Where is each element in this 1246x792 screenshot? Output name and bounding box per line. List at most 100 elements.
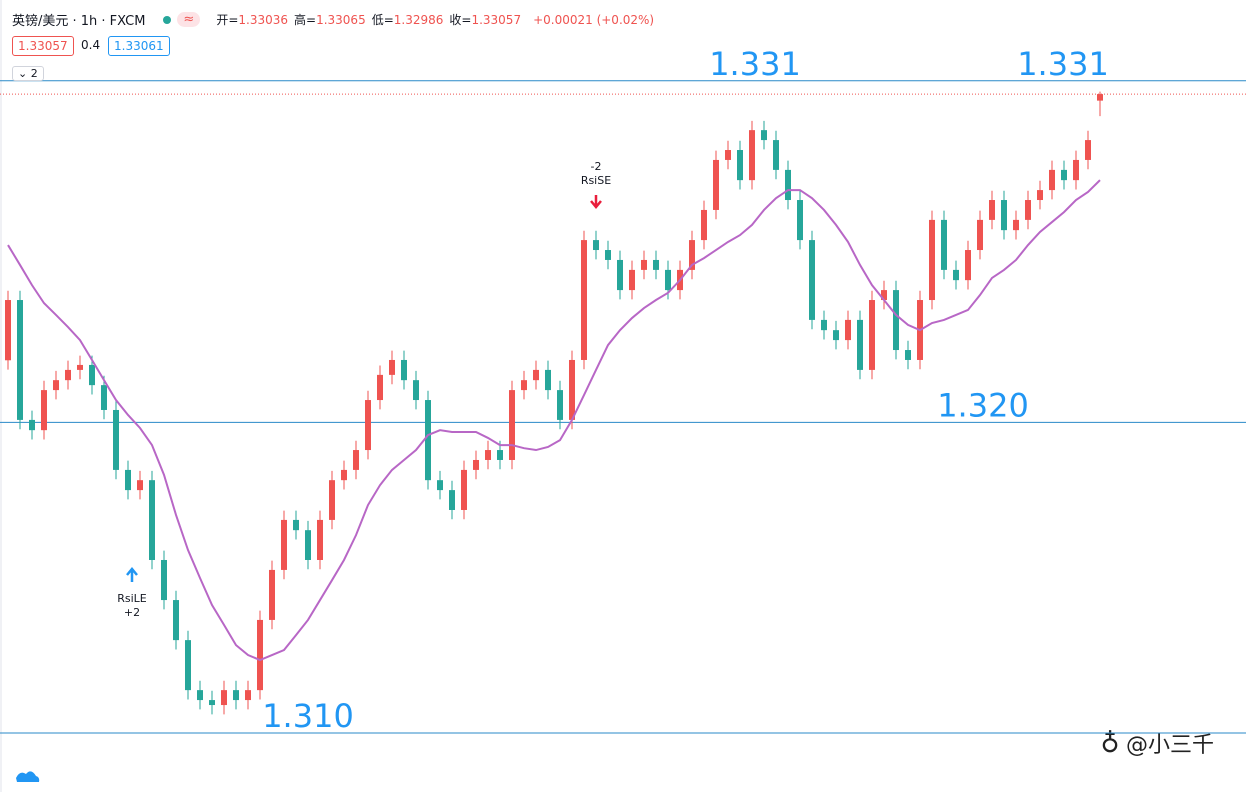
candle-body <box>425 400 431 481</box>
candle-body <box>1049 169 1055 191</box>
signal-qty: -2 <box>591 160 602 173</box>
candle-body <box>953 269 959 281</box>
candle-body <box>209 700 215 706</box>
candle-body <box>845 319 851 341</box>
candle-body <box>965 250 971 281</box>
watermark-icon: ♁ <box>1100 729 1119 759</box>
candle-body <box>437 480 443 491</box>
buy-arrow <box>126 567 138 582</box>
candle-body <box>1085 140 1091 160</box>
ohlc: 开=1.33036 高=1.33065 低=1.32986 收=1.33057 <box>216 11 527 28</box>
header: 英镑/美元 · 1h · FXCM ≈ 开=1.33036 高=1.33065 低=… <box>12 10 654 29</box>
level-label: 1.320 <box>937 386 1029 424</box>
candle-body <box>125 469 131 491</box>
candle-body <box>713 159 719 210</box>
candle-body <box>1001 200 1007 231</box>
candle-body <box>989 200 995 220</box>
candle-body <box>653 259 659 270</box>
candle-body <box>461 469 467 510</box>
candle-body <box>101 385 107 410</box>
candle-body <box>221 690 227 706</box>
candle-body <box>665 269 671 291</box>
candle-body <box>605 250 611 260</box>
candle-body <box>197 690 203 701</box>
candle-body <box>185 640 191 691</box>
candle-body <box>629 269 635 291</box>
ohlc-key: 开= <box>216 13 239 27</box>
candle-body <box>497 450 503 460</box>
status-dot <box>163 15 172 24</box>
candle-body <box>449 490 455 510</box>
candle-body <box>377 374 383 401</box>
logo <box>16 771 40 782</box>
signal-label: RsiSE <box>581 174 611 187</box>
candle-body <box>809 240 815 320</box>
candle-body <box>545 369 551 391</box>
ask-box[interactable]: 1.33061 <box>108 36 170 56</box>
candle-body <box>173 600 179 641</box>
candle-body <box>749 130 755 181</box>
change: +0.00021 (+0.02%) <box>533 12 655 27</box>
candle-body <box>77 364 83 370</box>
candle-body <box>593 240 599 251</box>
candle-body <box>641 259 647 270</box>
spread: 0.4 <box>81 38 101 52</box>
candle-body <box>293 519 299 531</box>
level-label: 1.331 <box>1017 45 1109 83</box>
candle-body <box>785 169 791 201</box>
candle-body <box>929 219 935 301</box>
candle-body <box>977 219 983 251</box>
candle-body <box>317 519 323 560</box>
collapse-button[interactable]: ⌄ 2 <box>12 66 44 81</box>
candle-body <box>5 300 11 361</box>
candle-body <box>281 519 287 570</box>
candle-body <box>29 419 35 431</box>
collapse-count: 2 <box>30 67 38 80</box>
candle-body <box>485 450 491 460</box>
ohlc-value: 1.32986 <box>393 13 444 27</box>
candle-body <box>137 480 143 491</box>
candle-body <box>689 240 695 270</box>
candle-body <box>737 150 743 181</box>
candle-body <box>773 140 779 170</box>
candle-body <box>905 350 911 360</box>
ohlc-key: 低= <box>371 13 394 27</box>
candle-body <box>365 400 371 451</box>
moving-average <box>7 179 1101 662</box>
candle-body <box>341 469 347 481</box>
candle-body <box>389 359 395 375</box>
candle-body <box>1097 94 1103 101</box>
candle-body <box>833 330 839 341</box>
level-label: 1.331 <box>709 45 801 83</box>
ohlc-value: 1.33057 <box>471 13 522 27</box>
candle-body <box>941 219 947 270</box>
candle-body <box>245 690 251 701</box>
candle-body <box>893 290 899 351</box>
candle-body <box>821 319 827 331</box>
candle-body <box>1013 219 1019 231</box>
ohlc-key: 收= <box>449 13 472 27</box>
signal-label: RsiLE <box>117 592 147 605</box>
ohlc-value: 1.33065 <box>316 13 366 27</box>
candle-body <box>761 130 767 141</box>
candle-body <box>233 690 239 701</box>
level-label: 1.310 <box>262 697 354 735</box>
signal-qty: +2 <box>124 606 140 619</box>
bid-box[interactable]: 1.33057 <box>12 36 74 56</box>
candle-body <box>401 359 407 381</box>
sell-arrow <box>590 195 602 209</box>
ohlc-value: 1.33036 <box>238 13 289 27</box>
candle-body <box>473 459 479 470</box>
candle-body <box>581 240 587 360</box>
candle-body <box>353 450 359 470</box>
candle-body <box>701 209 707 241</box>
watermark: @小三千 <box>1126 733 1214 758</box>
candle-body <box>797 200 803 241</box>
candle-body <box>413 380 419 401</box>
candle-body <box>113 409 119 470</box>
compare-button[interactable]: ≈ <box>177 12 201 27</box>
candle-body <box>533 369 539 381</box>
candle-body <box>869 300 875 370</box>
